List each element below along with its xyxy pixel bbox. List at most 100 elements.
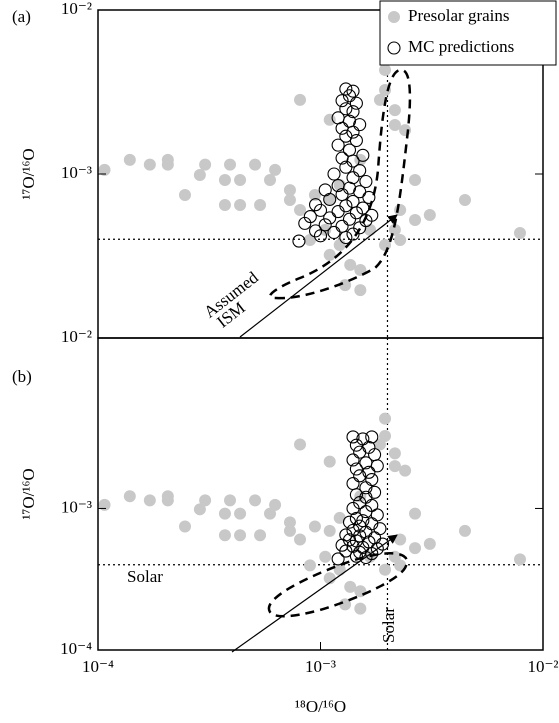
point — [143, 494, 156, 507]
point — [339, 160, 353, 174]
point — [379, 563, 392, 576]
point — [513, 226, 526, 239]
point — [342, 212, 357, 226]
point — [283, 194, 296, 207]
y-tick-label: 10⁻⁴ — [60, 639, 92, 658]
point — [292, 234, 306, 248]
point — [331, 552, 345, 566]
point — [335, 94, 349, 108]
point — [98, 163, 111, 176]
point — [346, 125, 360, 139]
point — [344, 580, 357, 593]
y-tick-label: 10⁻³ — [61, 497, 92, 516]
point — [388, 104, 401, 117]
point — [370, 459, 384, 473]
point — [409, 174, 422, 187]
point — [224, 158, 237, 171]
point — [388, 447, 401, 460]
point — [354, 602, 367, 615]
point — [264, 174, 277, 187]
point — [346, 227, 360, 241]
annotation: Solar — [127, 567, 163, 586]
point — [409, 507, 422, 520]
point — [199, 494, 212, 507]
point — [370, 508, 384, 522]
point — [218, 174, 231, 187]
point — [333, 239, 346, 252]
point — [319, 550, 332, 563]
x-axis-label: ¹⁸O/¹⁶O — [295, 697, 346, 716]
point — [123, 153, 136, 166]
point — [193, 503, 206, 516]
point — [409, 542, 422, 555]
point — [313, 203, 328, 217]
point — [362, 190, 376, 204]
point — [335, 219, 349, 233]
point — [333, 511, 346, 524]
legend-label: MC predictions — [408, 37, 514, 56]
y-tick-label: 10⁻³ — [61, 163, 92, 182]
ism-arrow — [239, 214, 398, 338]
point — [323, 248, 336, 261]
point — [249, 494, 262, 507]
point — [346, 84, 360, 98]
point — [373, 93, 386, 106]
point — [294, 93, 307, 106]
point — [365, 430, 379, 444]
point — [513, 553, 526, 566]
y-tick-label: 10⁻² — [61, 327, 92, 346]
point — [234, 174, 247, 187]
point — [339, 230, 353, 245]
point — [98, 498, 111, 511]
point — [249, 158, 262, 171]
point — [346, 453, 360, 467]
point — [409, 214, 422, 227]
point — [349, 133, 363, 148]
point — [399, 124, 412, 137]
panel-label: (b) — [12, 367, 32, 386]
point — [379, 429, 392, 442]
point — [327, 225, 341, 240]
ism-arrow — [231, 534, 398, 653]
point — [349, 438, 363, 452]
point — [218, 507, 231, 520]
point — [323, 211, 337, 225]
y-tick-label: 10⁻² — [61, 0, 92, 18]
point — [353, 469, 367, 483]
point — [218, 529, 231, 542]
point — [362, 465, 376, 479]
point — [339, 199, 353, 213]
panel — [98, 338, 543, 650]
point — [331, 205, 345, 219]
point — [375, 537, 390, 551]
point — [218, 199, 231, 212]
point — [283, 184, 296, 197]
point — [294, 533, 307, 546]
point — [327, 167, 341, 181]
point — [346, 476, 360, 491]
point — [178, 520, 191, 533]
point — [143, 158, 156, 171]
x-tick-label: 10⁻³ — [305, 657, 336, 676]
point — [359, 174, 373, 189]
legend-marker — [388, 11, 400, 23]
point — [423, 209, 436, 222]
point — [264, 507, 277, 520]
point — [323, 113, 336, 126]
point — [323, 194, 336, 207]
point — [344, 258, 357, 271]
point — [394, 559, 407, 572]
point — [161, 158, 174, 171]
x-tick-label: 10⁻⁴ — [82, 657, 114, 676]
point — [354, 284, 367, 297]
point — [283, 524, 296, 537]
point — [294, 204, 307, 217]
legend-label: Presolar grains — [408, 6, 510, 25]
point — [342, 89, 357, 103]
point — [349, 488, 363, 502]
overlay — [231, 68, 412, 653]
panel-label: (a) — [12, 7, 31, 26]
point — [349, 549, 363, 563]
point — [394, 233, 407, 246]
